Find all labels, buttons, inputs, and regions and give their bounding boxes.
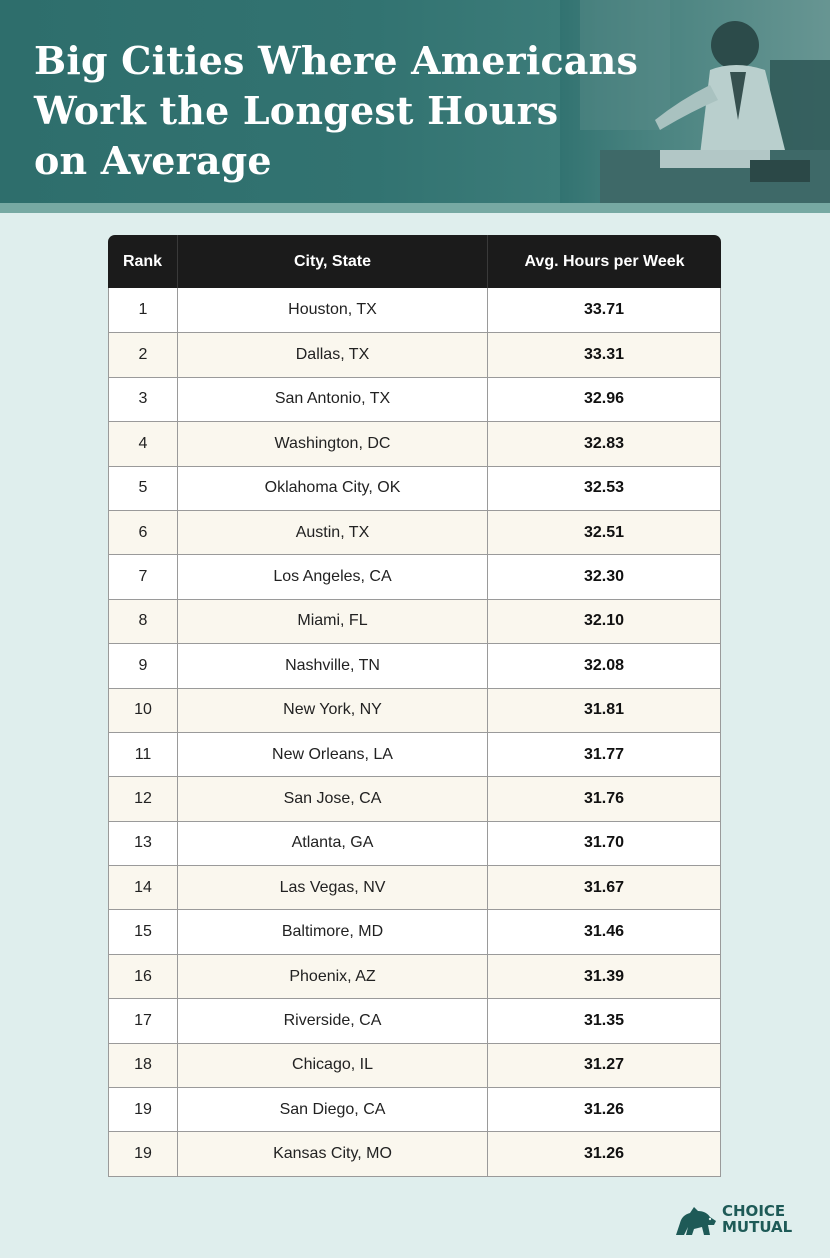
rank-cell: 2 [109,333,178,377]
office-worker-photo [560,0,830,203]
page-title: Big Cities Where Americans Work the Long… [34,36,654,186]
hours-cell: 31.76 [583,789,625,807]
hours-cell: 31.46 [583,923,625,941]
rank-cell: 16 [109,954,178,999]
rank-cell: 10 [109,688,178,732]
table-row: 14 Las Vegas, NV 31.67 [109,865,720,910]
city-cell: Nashville, TN [178,644,488,688]
city-cell: Dallas, TX [178,333,488,377]
city-cell: Los Angeles, CA [178,555,488,599]
city-cell: Riverside, CA [178,999,488,1043]
rank-cell: 3 [109,377,178,422]
hours-cell: 33.31 [583,346,625,364]
table-row: 17 Riverside, CA 31.35 [109,998,720,1043]
rank-cell: 17 [109,999,178,1043]
city-cell: Washington, DC [178,422,488,466]
city-cell: San Antonio, TX [178,377,488,422]
hours-cell: 32.83 [583,434,625,452]
city-cell: New Orleans, LA [178,732,488,777]
table-row: 9 Nashville, TN 32.08 [109,643,720,688]
hours-cell: 32.08 [583,656,625,674]
table-row: 11 New Orleans, LA 31.77 [109,731,720,777]
city-cell: Chicago, IL [178,1043,488,1088]
hours-cell: 31.70 [583,834,625,852]
city-cell: Houston, TX [178,288,488,333]
logo-text: CHOICE MUTUAL [722,1203,792,1235]
table-row: 15 Baltimore, MD 31.46 [109,909,720,954]
hours-cell: 31.39 [583,967,625,985]
table-row: 12 San Jose, CA 31.76 [109,776,720,821]
hours-table: Rank City, State Avg. Hours per Week 1 Ho… [108,235,721,1177]
hours-cell: 31.81 [583,701,625,719]
table-row: 6 Austin, TX 32.51 [109,509,720,555]
table-row: 7 Los Angeles, CA 32.30 [109,554,720,599]
hours-cell: 32.96 [583,390,625,408]
city-cell: Oklahoma City, OK [178,466,488,510]
rank-cell: 12 [109,777,178,821]
city-cell: San Jose, CA [178,777,488,821]
table-row: 10 New York, NY 31.81 [109,687,720,732]
rank-cell: 19 [109,1088,178,1132]
table-body: 1 Houston, TX 33.71 2 Dallas, TX 33.31 3 San An… [108,288,721,1177]
header-banner: Big Cities Where Americans Work the Long… [0,0,830,203]
rank-cell: 13 [109,821,178,866]
hours-cell: 33.71 [583,301,625,319]
table-row: 4 Washington, DC 32.83 [109,421,720,466]
rank-cell: 14 [109,866,178,910]
bear-logo-icon [676,1207,716,1235]
city-cell: New York, NY [178,688,488,732]
hours-cell: 31.26 [583,1100,625,1118]
table-row: 8 Miami, FL 32.10 [109,598,720,644]
rank-cell: 15 [109,910,178,954]
title-line: on Average [34,138,272,183]
hours-cell: 31.35 [583,1011,625,1029]
table-row: 5 Oklahoma City, OK 32.53 [109,465,720,510]
table-row: 1 Houston, TX 33.71 [109,288,720,333]
city-cell: San Diego, CA [178,1088,488,1132]
title-line: Work the Longest Hours [34,88,559,133]
table-row: 19 Kansas City, MO 31.26 [109,1131,720,1176]
rank-cell: 1 [109,288,178,333]
city-cell: Atlanta, GA [178,821,488,866]
choice-mutual-logo: CHOICE MUTUAL [672,1199,812,1239]
city-cell: Baltimore, MD [178,910,488,954]
city-cell: Phoenix, AZ [178,954,488,999]
table-row: 16 Phoenix, AZ 31.39 [109,953,720,999]
rank-cell: 11 [109,732,178,777]
hours-cell: 31.77 [583,745,625,763]
rank-cell: 7 [109,555,178,599]
hours-cell: 32.53 [583,479,625,497]
table-row: 13 Atlanta, GA 31.70 [109,820,720,866]
hours-cell: 31.27 [583,1056,625,1074]
hours-cell: 31.26 [583,1145,625,1163]
column-header-city: City, State [178,235,488,288]
column-header-hours: Avg. Hours per Week [524,252,685,270]
city-cell: Kansas City, MO [178,1132,488,1176]
rank-cell: 9 [109,644,178,688]
logo-line-2: MUTUAL [722,1218,793,1236]
hours-cell: 32.30 [583,568,625,586]
city-cell: Las Vegas, NV [178,866,488,910]
rank-cell: 4 [109,422,178,466]
table-row: 2 Dallas, TX 33.31 [109,332,720,377]
table-header: Rank City, State Avg. Hours per Week [108,235,721,288]
rank-cell: 6 [109,510,178,555]
hours-cell: 32.10 [583,612,625,630]
rank-cell: 5 [109,466,178,510]
hours-cell: 32.51 [583,523,625,541]
table-row: 19 San Diego, CA 31.26 [109,1087,720,1132]
table-row: 18 Chicago, IL 31.27 [109,1042,720,1088]
rank-cell: 8 [109,599,178,644]
logo-line-1: CHOICE [722,1202,786,1220]
city-cell: Austin, TX [178,510,488,555]
table-row: 3 San Antonio, TX 32.96 [109,376,720,422]
city-cell: Miami, FL [178,599,488,644]
hours-cell: 31.67 [583,878,625,896]
title-line: Big Cities Where Americans [34,38,639,83]
accent-strip [0,203,830,213]
rank-cell: 18 [109,1043,178,1088]
rank-cell: 19 [109,1132,178,1176]
column-header-rank: Rank [108,235,178,288]
